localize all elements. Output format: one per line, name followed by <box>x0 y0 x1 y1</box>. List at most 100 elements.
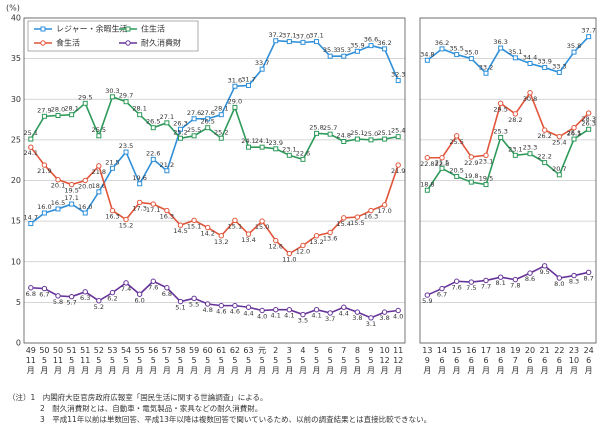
data-label: 3.1 <box>366 320 376 328</box>
marker <box>164 207 170 214</box>
data-label: 4.1 <box>271 312 281 320</box>
data-label: 8.7 <box>583 274 593 282</box>
marker <box>327 310 333 316</box>
marker <box>218 233 225 239</box>
marker <box>468 179 474 185</box>
marker <box>273 38 279 44</box>
data-label: 36.6 <box>364 36 378 44</box>
data-label: 37.2 <box>268 31 282 39</box>
data-label: 29.5 <box>493 105 507 113</box>
data-label: 16.3 <box>105 213 119 221</box>
marker <box>314 39 320 45</box>
marker <box>136 199 143 206</box>
data-label: 26.5 <box>146 118 160 126</box>
marker <box>497 274 504 280</box>
marker <box>137 181 143 187</box>
data-label: 6.7 <box>39 291 49 299</box>
marker <box>527 151 533 157</box>
data-label: 4.4 <box>243 309 253 317</box>
data-label: 7.8 <box>510 282 520 290</box>
marker <box>527 90 533 96</box>
marker <box>28 221 34 227</box>
marker <box>382 46 388 52</box>
data-label: 21.9 <box>391 167 405 175</box>
data-label: 5.7 <box>66 299 76 307</box>
marker <box>96 163 102 169</box>
marker <box>368 137 374 143</box>
legend-label: 住生活 <box>141 24 165 34</box>
marker <box>541 127 548 133</box>
data-label: 18.6 <box>92 182 106 190</box>
series-line <box>427 91 590 159</box>
marker <box>164 120 170 126</box>
marker <box>512 111 519 117</box>
data-label: 15.0 <box>255 223 269 231</box>
marker <box>218 302 225 309</box>
data-label: 6.8 <box>26 290 36 298</box>
data-label: 15.2 <box>119 222 133 230</box>
data-label: 4.6 <box>230 308 240 316</box>
marker <box>571 124 577 131</box>
y-tick-label: 20 <box>11 176 21 185</box>
marker <box>259 66 265 72</box>
marker <box>150 125 156 131</box>
marker <box>483 277 489 284</box>
data-label: 25.2 <box>214 128 228 136</box>
data-label: 25.1 <box>567 129 581 137</box>
data-label: 32.3 <box>391 71 405 79</box>
data-label: 25.1 <box>350 129 364 137</box>
data-label: 4.8 <box>203 306 213 314</box>
data-label: 20.7 <box>552 165 566 173</box>
marker <box>571 136 577 142</box>
marker <box>177 222 184 228</box>
marker <box>137 112 143 118</box>
data-label: 14.2 <box>200 230 214 238</box>
data-label: 22.2 <box>537 153 551 161</box>
data-label: 27.9 <box>37 106 51 114</box>
marker <box>381 202 388 208</box>
data-label: 30.3 <box>105 87 119 95</box>
x-tick-label: 53 5 月 <box>107 346 117 375</box>
series-line <box>30 146 399 255</box>
data-label: 8.3 <box>569 278 579 286</box>
data-label: 24.1 <box>255 137 269 145</box>
data-label: 35.5 <box>449 45 463 53</box>
data-label: 34.8 <box>420 50 434 58</box>
data-label: 24.1 <box>24 149 38 157</box>
marker <box>424 155 431 161</box>
marker <box>232 302 238 309</box>
marker <box>123 149 129 155</box>
data-label: 25.5 <box>187 126 201 134</box>
data-label: 35.1 <box>508 48 522 56</box>
x-tick-label: 18 6 月 <box>496 346 506 375</box>
data-label: 4.4 <box>339 309 349 317</box>
x-tick-label: 19 7 月 <box>510 346 520 375</box>
data-label: 25.4 <box>391 127 405 135</box>
x-tick-label: 58 5 月 <box>175 346 185 375</box>
data-label: 26.3 <box>173 119 187 127</box>
marker <box>313 306 320 313</box>
x-tick-label: 52 5 月 <box>94 346 104 375</box>
marker <box>527 61 533 66</box>
marker <box>218 135 224 141</box>
data-label: 23.3 <box>523 144 537 152</box>
marker <box>512 152 518 158</box>
data-label: 19.5 <box>479 175 493 183</box>
data-label: 15.1 <box>228 222 242 230</box>
marker <box>109 94 115 100</box>
x-tick-label: 49 11 月 <box>26 346 36 375</box>
data-label: 8.1 <box>495 279 505 287</box>
data-label: 12.6 <box>268 243 282 251</box>
marker <box>68 181 75 188</box>
legend-marker <box>40 40 46 46</box>
marker <box>483 152 489 159</box>
data-label: 22.8 <box>435 160 449 168</box>
marker <box>354 136 360 142</box>
marker <box>150 156 156 162</box>
data-label: 33.2 <box>479 63 493 71</box>
data-label: 13.2 <box>309 238 323 246</box>
